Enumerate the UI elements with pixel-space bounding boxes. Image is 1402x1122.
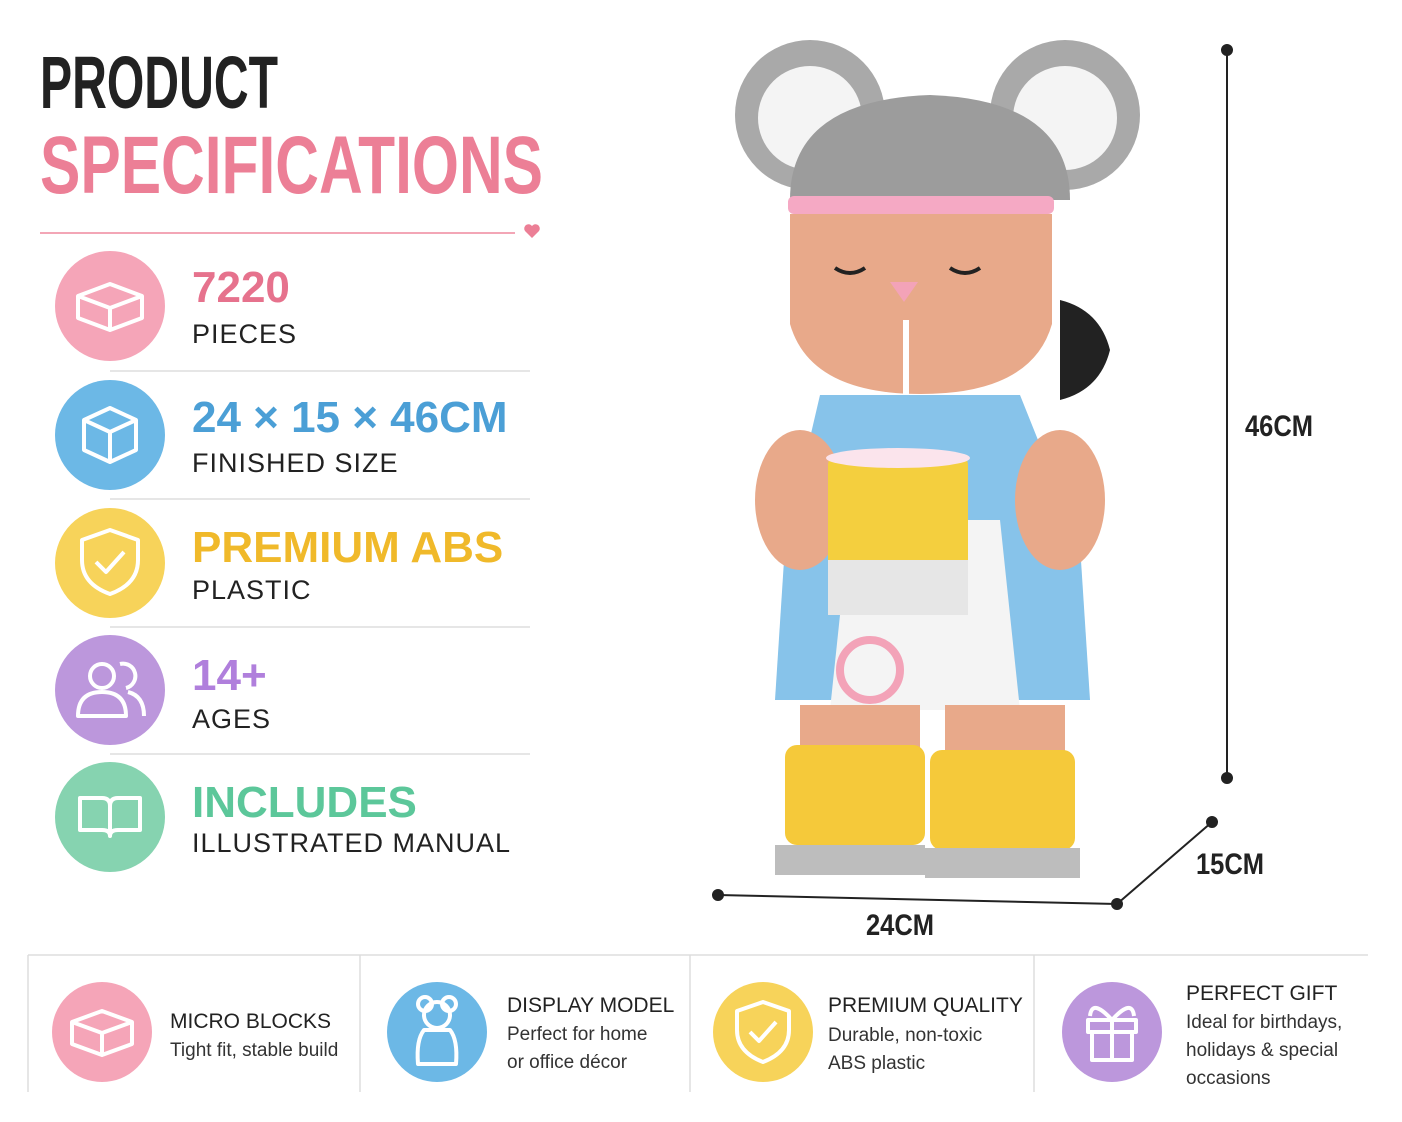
spec-value: INCLUDES	[192, 778, 417, 827]
feature-title: DISPLAY MODEL	[507, 994, 675, 1017]
feature-title: MICRO BLOCKS	[170, 1010, 332, 1033]
title-line-1: PRODUCT	[40, 41, 278, 124]
spec-value: PREMIUM ABS	[192, 523, 504, 572]
spec-icons	[55, 251, 165, 872]
feature-title: PREMIUM QUALITY	[828, 994, 1023, 1017]
title-line-2: SPECIFICATIONS	[40, 120, 543, 211]
feature-icons	[52, 982, 1162, 1082]
feature-description: Durable, non-toxic ABS plastic	[828, 1025, 983, 1074]
spec-label: PIECES	[192, 319, 298, 349]
height-label: 46CM	[1245, 410, 1314, 443]
feature-bar-lines	[27, 954, 1368, 1092]
feature-description: Perfect for home or office décor	[507, 1024, 648, 1073]
spec-value: 14+	[192, 651, 267, 700]
heart	[524, 224, 540, 238]
feature-title: PERFECT GIFT	[1186, 982, 1338, 1005]
row-separators	[110, 370, 530, 755]
spec-label: AGES	[192, 704, 272, 734]
width-label: 24CM	[866, 909, 935, 942]
dimension-lines	[712, 44, 1233, 910]
depth-label: 15CM	[1196, 848, 1265, 881]
spec-label: ILLUSTRATED MANUAL	[192, 828, 512, 858]
feature-description: Ideal for birthdays, holidays & special …	[1186, 1012, 1343, 1089]
spec-value: 24 × 15 × 46CM	[192, 393, 508, 442]
feature-description: Tight fit, stable build	[170, 1040, 339, 1061]
spec-label: PLASTIC	[192, 575, 312, 605]
spec-value: 7220	[192, 263, 290, 312]
figure-illustration	[735, 40, 1140, 878]
spec-label: FINISHED SIZE	[192, 448, 399, 478]
